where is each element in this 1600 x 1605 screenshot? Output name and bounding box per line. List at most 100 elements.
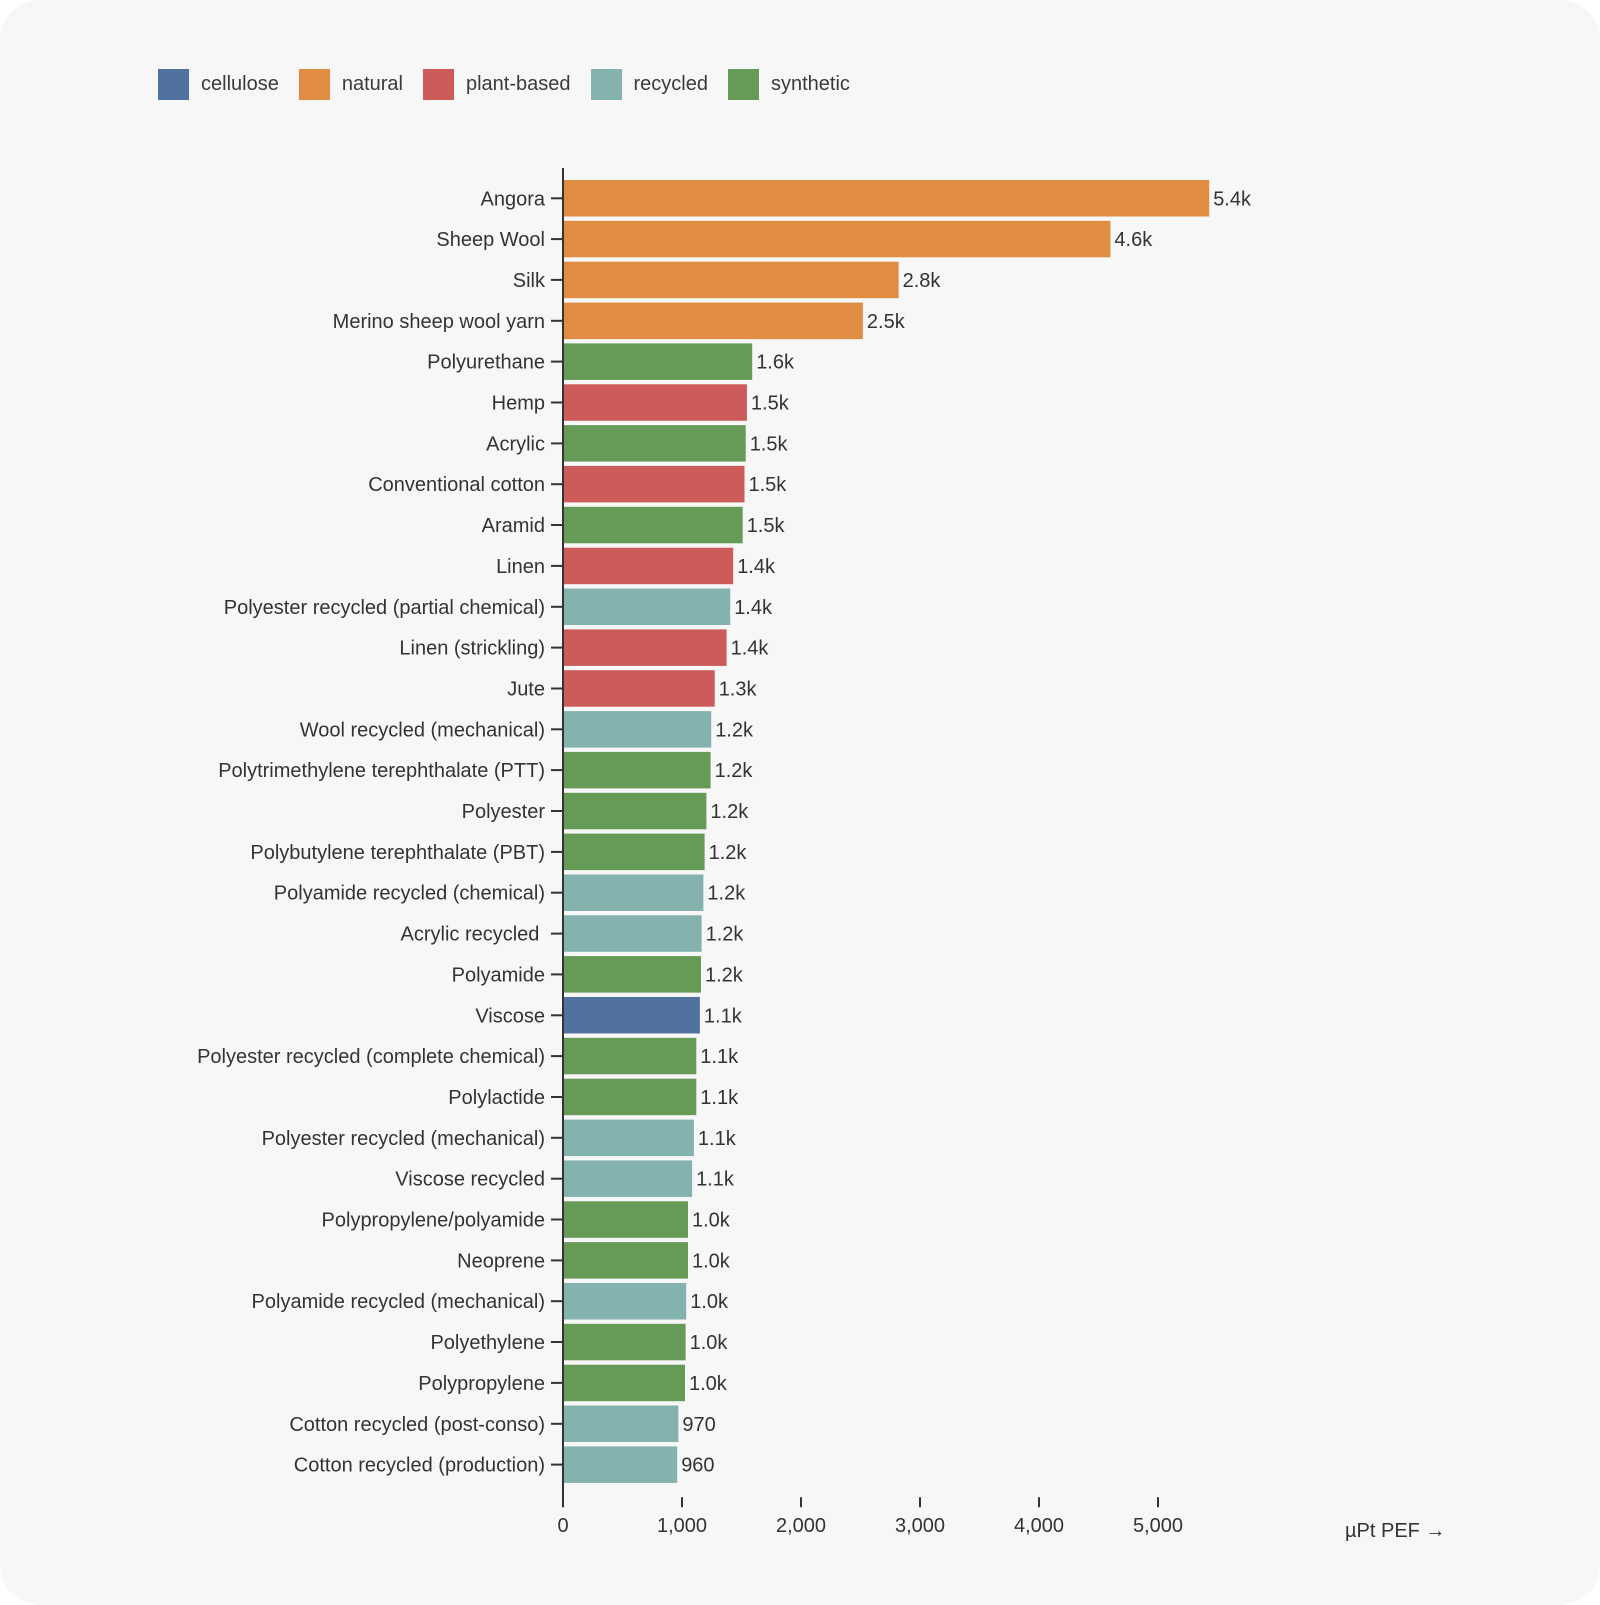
bar[interactable]	[564, 588, 731, 626]
bar[interactable]	[564, 465, 745, 503]
value-label: 1.0k	[690, 1291, 729, 1313]
legend-swatch-cellulose	[158, 68, 189, 100]
x-tick-label: 0	[557, 1515, 568, 1537]
value-label: 1.2k	[715, 760, 754, 782]
value-label: 1.5k	[750, 433, 789, 455]
x-tick-label: 4,000	[1014, 1515, 1064, 1537]
x-axis-title: µPt PEF →	[1345, 1520, 1445, 1542]
value-label: 1.6k	[756, 352, 795, 374]
bar[interactable]	[564, 1160, 693, 1197]
value-label: 2.5k	[867, 311, 906, 333]
bar[interactable]	[564, 261, 899, 299]
category-label: Viscose	[475, 1005, 545, 1027]
bar[interactable]	[564, 302, 863, 340]
y-axis: Angora Sheep Wool Silk Merino sheep wool ya…	[197, 168, 564, 1508]
category-label: Polyester recycled (mechanical)	[262, 1128, 545, 1150]
value-label: 1.1k	[700, 1046, 739, 1068]
bar[interactable]	[564, 1364, 685, 1402]
bar[interactable]	[564, 956, 701, 993]
category-label: Jute	[507, 679, 545, 701]
value-label: 1.1k	[704, 1005, 743, 1027]
x-tick-label: 3,000	[895, 1515, 945, 1537]
legend-item-recycled[interactable]: recycled	[590, 68, 708, 100]
value-label: 1.0k	[690, 1332, 729, 1354]
value-label: 960	[681, 1455, 714, 1477]
bar[interactable]	[564, 220, 1111, 258]
category-label: Neoprene	[457, 1250, 545, 1272]
value-label: 1.5k	[749, 474, 788, 496]
bar[interactable]	[564, 792, 707, 830]
legend-label: cellulose	[201, 72, 279, 95]
legend-swatch-synthetic	[728, 68, 759, 100]
category-label: Sheep Wool	[436, 229, 545, 251]
category-label: Hemp	[492, 393, 545, 415]
value-label: 1.2k	[707, 883, 746, 905]
x-tick-label: 1,000	[657, 1515, 707, 1537]
value-label: 2.8k	[903, 270, 942, 292]
bar[interactable]	[564, 670, 715, 707]
legend-item-natural[interactable]: natural	[298, 68, 403, 100]
legend-label: natural	[341, 72, 403, 95]
value-label: 1.1k	[698, 1128, 737, 1150]
bar[interactable]	[564, 1323, 686, 1361]
bar[interactable]	[564, 629, 727, 666]
value-label: 1.2k	[715, 719, 754, 741]
bar[interactable]	[564, 547, 734, 585]
bar[interactable]	[564, 1037, 697, 1075]
bar[interactable]	[564, 1242, 688, 1279]
category-label: Viscose recycled	[395, 1169, 545, 1191]
bar[interactable]	[564, 343, 753, 380]
category-label: Merino sheep wool yarn	[333, 311, 545, 333]
category-label: Polybutylene terephthalate (PBT)	[250, 842, 545, 864]
x-tick-label: 5,000	[1133, 1515, 1183, 1537]
value-label: 1.0k	[692, 1210, 731, 1232]
bar[interactable]	[564, 1119, 694, 1157]
legend-item-synthetic[interactable]: synthetic	[728, 68, 850, 100]
bar[interactable]	[564, 425, 746, 462]
legend-item-cellulose[interactable]: cellulose	[158, 68, 279, 100]
value-label: 1.2k	[705, 964, 744, 986]
bar[interactable]	[564, 997, 700, 1034]
bar[interactable]	[564, 833, 705, 871]
category-label: Polyamide recycled (chemical)	[274, 883, 545, 905]
bar[interactable]	[564, 1446, 678, 1483]
category-label: Polyethylene	[430, 1332, 545, 1354]
bar[interactable]	[564, 751, 711, 789]
bar[interactable]	[564, 1078, 697, 1116]
legend-swatch-recycled	[590, 68, 622, 100]
legend-item-plant-based[interactable]: plant-based	[422, 68, 571, 100]
category-label: Silk	[513, 270, 546, 292]
x-axis: 0 1,000 2,000 3,000 4,000 5,000	[557, 1497, 1183, 1537]
value-label: 5.4k	[1213, 188, 1252, 210]
legend-swatch-plant-based	[422, 68, 454, 100]
category-label: Angora	[481, 188, 546, 210]
bar[interactable]	[564, 180, 1210, 217]
value-label: 1.3k	[719, 679, 758, 701]
value-label: 1.4k	[737, 556, 776, 578]
bar[interactable]	[564, 1283, 687, 1320]
bar[interactable]	[564, 874, 704, 912]
category-label: Polyamide recycled (mechanical)	[252, 1291, 545, 1313]
value-label: 1.4k	[734, 597, 773, 619]
bar[interactable]	[564, 506, 743, 544]
category-label: Cotton recycled (production)	[294, 1455, 545, 1477]
legend-swatch-natural	[298, 68, 330, 100]
bar[interactable]	[564, 384, 747, 421]
category-label: Conventional cotton	[368, 474, 545, 496]
value-label: 1.4k	[731, 638, 770, 660]
value-label: 1.1k	[696, 1169, 735, 1191]
category-label: Polylactide	[448, 1087, 545, 1109]
category-label: Polyamide	[452, 964, 545, 986]
category-label: Acrylic	[486, 433, 545, 455]
value-label: 1.5k	[751, 393, 790, 415]
value-label: 1.1k	[700, 1087, 739, 1109]
bar[interactable]	[564, 1405, 679, 1443]
category-label: Polyester	[462, 801, 546, 823]
category-label: Polyester recycled (partial chemical)	[224, 597, 545, 619]
category-label: Polypropylene	[418, 1373, 545, 1395]
bar[interactable]	[564, 1201, 688, 1238]
bars-group: 5.4k 4.6k 2.8k 2.5k 1.6k 1.5k 1.5k 1.5k 1.5k 1.4k…	[564, 180, 1252, 1483]
category-label: Polyurethane	[427, 352, 545, 374]
bar[interactable]	[564, 915, 702, 952]
bar[interactable]	[564, 711, 712, 748]
